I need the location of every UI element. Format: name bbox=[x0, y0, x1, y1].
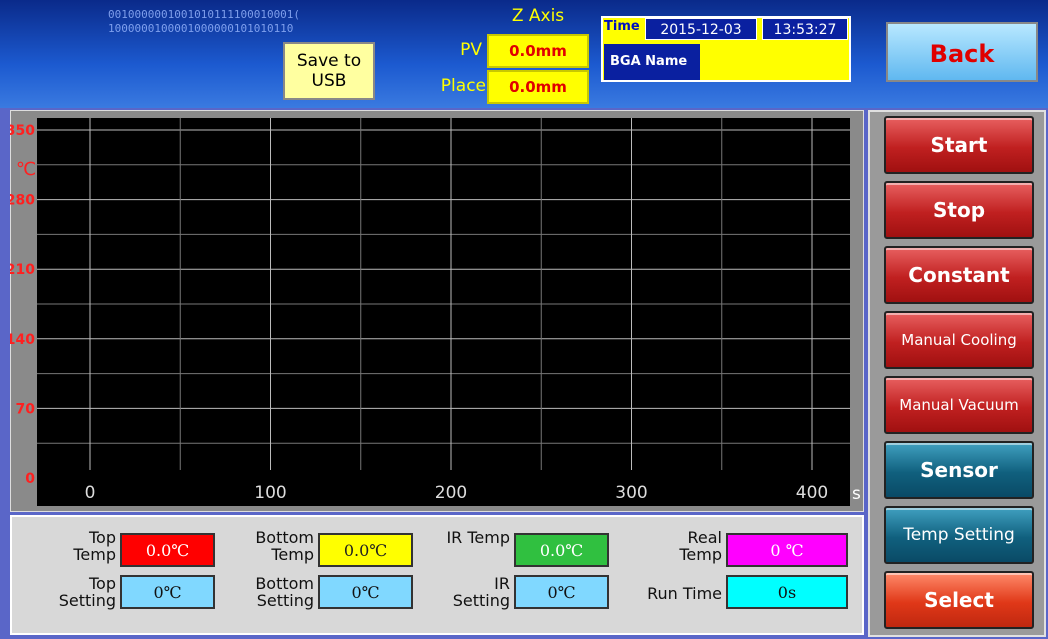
reading-value: 0℃ bbox=[318, 575, 413, 609]
time: 13:53:27 bbox=[762, 18, 848, 40]
y-tick-label: 210 bbox=[10, 262, 35, 278]
reading-value: 0s bbox=[726, 575, 848, 609]
save-button[interactable]: Save to USB bbox=[283, 42, 375, 100]
reading-label: Top Setting bbox=[46, 575, 116, 609]
binary-text: 1000000100001000000101010110 bbox=[108, 22, 293, 35]
reading-value: 0.0℃ bbox=[514, 533, 609, 567]
button-column: Start Stop Constant Manual Cooling Manual Va… bbox=[868, 110, 1046, 637]
plot-area bbox=[37, 118, 850, 506]
side-button[interactable]: Manual Vacuum bbox=[884, 376, 1034, 434]
bga-label: BGA Name bbox=[604, 44, 700, 80]
y-tick-label: 140 bbox=[10, 332, 35, 348]
reading-label: IR Setting bbox=[440, 575, 510, 609]
y-tick-label: 0 bbox=[25, 471, 35, 487]
side-button[interactable]: Manual Cooling bbox=[884, 311, 1034, 369]
reading-label: Top Temp bbox=[46, 529, 116, 563]
x-tick-label: 100 bbox=[254, 483, 286, 503]
y-tick-label: 280 bbox=[10, 193, 35, 209]
side-button[interactable]: Start bbox=[884, 116, 1034, 174]
reading-label: Real Temp bbox=[652, 529, 722, 563]
side-button[interactable]: Constant bbox=[884, 246, 1034, 304]
x-unit: s bbox=[852, 484, 861, 504]
x-tick-label: 400 bbox=[796, 483, 828, 503]
top-bar: 0010000001001010111100010001( 1000000100… bbox=[0, 0, 1048, 108]
reading-label: Run Time bbox=[644, 585, 722, 602]
reading-label: Bottom Setting bbox=[244, 575, 314, 609]
date: 2015-12-03 bbox=[645, 18, 757, 40]
reading-label: Bottom Temp bbox=[244, 529, 314, 563]
binary-text: 0010000001001010111100010001( bbox=[108, 8, 300, 21]
reading-value: 0.0℃ bbox=[120, 533, 215, 567]
side-button[interactable]: Sensor bbox=[884, 441, 1034, 499]
reading-value: 0℃ bbox=[120, 575, 215, 609]
reading-value: 0 ℃ bbox=[726, 533, 848, 567]
page: 0010000001001010111100010001( 1000000100… bbox=[0, 0, 1048, 639]
pv-value: 0.0mm bbox=[487, 34, 589, 68]
time-label: Time bbox=[604, 19, 640, 34]
y-tick-label: 70 bbox=[16, 401, 36, 417]
chart-panel: ℃ 0 70 140 210 280 350 0 100 200 300 400 s bbox=[10, 110, 864, 512]
side-button[interactable]: Temp Setting bbox=[884, 506, 1034, 564]
place-label: Place bbox=[420, 76, 486, 96]
side-button[interactable]: Select bbox=[884, 571, 1034, 629]
x-tick-label: 200 bbox=[435, 483, 467, 503]
x-tick-label: 300 bbox=[615, 483, 647, 503]
back-button[interactable]: Back bbox=[886, 22, 1038, 82]
y-tick-label: 350 bbox=[10, 123, 35, 139]
place-value: 0.0mm bbox=[487, 70, 589, 104]
reading-label: IR Temp bbox=[440, 529, 510, 546]
z-axis-title: Z Axis bbox=[497, 6, 579, 26]
reading-value: 0℃ bbox=[514, 575, 609, 609]
y-unit: ℃ bbox=[16, 159, 36, 180]
side-button[interactable]: Stop bbox=[884, 181, 1034, 239]
reading-value: 0.0℃ bbox=[318, 533, 413, 567]
x-tick-label: 0 bbox=[85, 483, 96, 503]
pv-label: PV bbox=[420, 40, 482, 60]
